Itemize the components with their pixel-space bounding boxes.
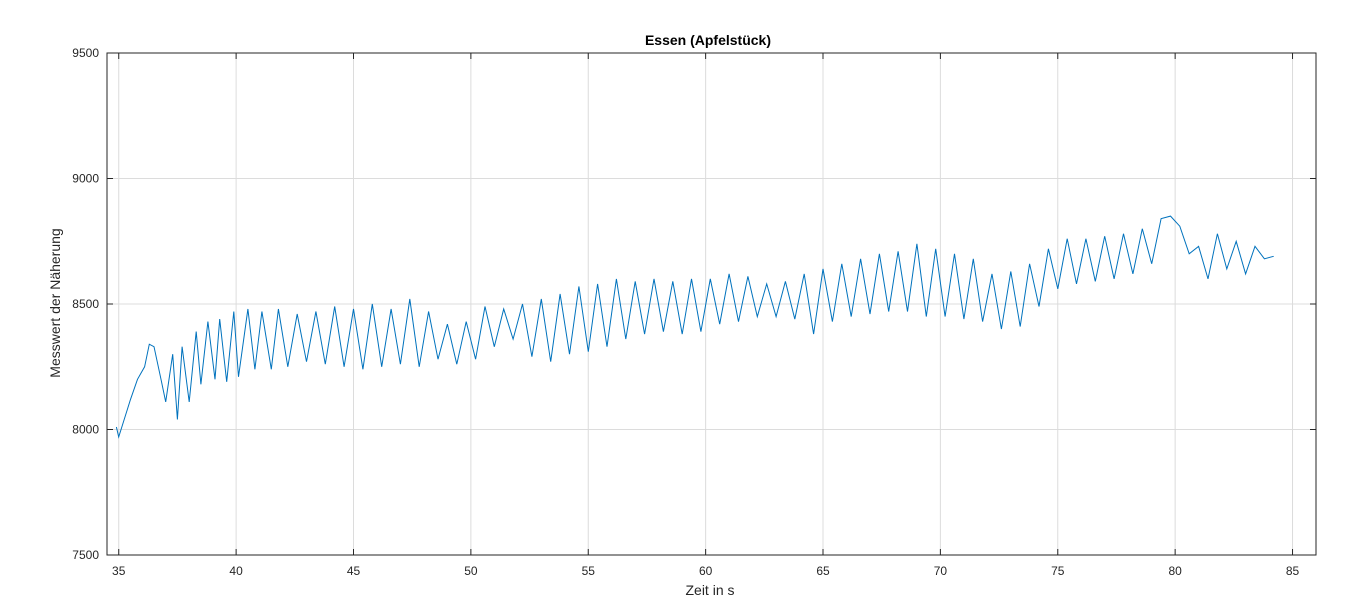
y-tick-label: 8000	[72, 423, 99, 437]
x-tick-label: 70	[934, 564, 948, 578]
x-tick-label: 55	[582, 564, 596, 578]
y-tick-label: 8500	[72, 297, 99, 311]
y-tick-label: 9000	[72, 172, 99, 186]
y-axis-label: Messwert der Näherung	[47, 228, 63, 377]
x-tick-label: 45	[347, 564, 361, 578]
x-tick-label: 85	[1286, 564, 1300, 578]
grid	[107, 52, 1316, 556]
x-tick-label: 80	[1168, 564, 1182, 578]
chart-title: Essen (Apfelstück)	[645, 32, 771, 48]
x-tick-label: 35	[112, 564, 126, 578]
series-line	[115, 215, 1274, 439]
x-tick-label: 40	[229, 564, 243, 578]
x-tick-label: 50	[464, 564, 478, 578]
x-tick-label: 75	[1051, 564, 1065, 578]
x-tick-label: 60	[699, 564, 713, 578]
x-tick-label: 65	[816, 564, 830, 578]
y-tick-label: 9500	[72, 46, 99, 60]
x-axis-label: Zeit in s	[685, 582, 734, 598]
ticks: 35 40 45 50 55 60 65 70 75 80 85 7500 8000 8500 9000 95…	[72, 46, 1316, 578]
y-tick-label: 7500	[72, 548, 99, 562]
